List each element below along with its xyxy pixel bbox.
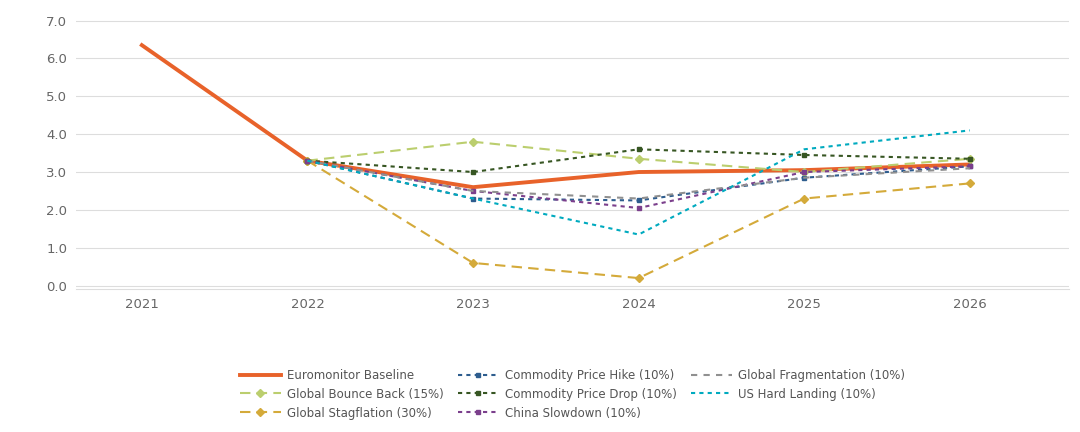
Global Fragmentation (10%) (467, 188, 480, 194)
China Slowdown (10%) (798, 169, 811, 175)
Line: Global Fragmentation (10%): Global Fragmentation (10%) (308, 161, 970, 199)
US Hard Landing (10%) (963, 128, 976, 133)
Commodity Price Hike (10%) (632, 198, 645, 203)
US Hard Landing (10%) (798, 147, 811, 152)
Line: US Hard Landing (10%): US Hard Landing (10%) (308, 130, 970, 235)
Commodity Price Hike (10%) (301, 158, 314, 163)
Commodity Price Drop (10%) (798, 152, 811, 158)
Global Bounce Back (15%) (467, 139, 480, 144)
Global Fragmentation (10%) (632, 196, 645, 201)
Global Stagflation (30%) (467, 260, 480, 266)
Euromonitor Baseline (301, 158, 314, 163)
Euromonitor Baseline (963, 162, 976, 167)
Global Stagflation (30%) (798, 196, 811, 201)
China Slowdown (10%) (632, 206, 645, 211)
Global Fragmentation (10%) (798, 175, 811, 180)
Line: Commodity Price Hike (10%): Commodity Price Hike (10%) (306, 159, 972, 203)
Commodity Price Drop (10%) (301, 158, 314, 163)
US Hard Landing (10%) (301, 158, 314, 163)
Commodity Price Hike (10%) (798, 175, 811, 180)
China Slowdown (10%) (301, 158, 314, 163)
China Slowdown (10%) (467, 188, 480, 194)
Global Bounce Back (15%) (798, 169, 811, 175)
Euromonitor Baseline (798, 168, 811, 173)
Line: Commodity Price Drop (10%): Commodity Price Drop (10%) (306, 147, 972, 174)
Global Bounce Back (15%) (301, 158, 314, 163)
Global Stagflation (30%) (301, 158, 314, 163)
Line: Euromonitor Baseline: Euromonitor Baseline (141, 45, 970, 187)
Commodity Price Drop (10%) (467, 169, 480, 175)
Line: Global Bounce Back (15%): Global Bounce Back (15%) (305, 139, 973, 175)
US Hard Landing (10%) (467, 196, 480, 201)
Euromonitor Baseline (467, 184, 480, 190)
Euromonitor Baseline (135, 43, 148, 48)
Line: Global Stagflation (30%): Global Stagflation (30%) (305, 158, 973, 281)
Commodity Price Hike (10%) (467, 196, 480, 201)
Global Fragmentation (10%) (301, 158, 314, 163)
Commodity Price Hike (10%) (963, 164, 976, 169)
Global Bounce Back (15%) (963, 156, 976, 162)
US Hard Landing (10%) (632, 232, 645, 237)
Commodity Price Drop (10%) (632, 147, 645, 152)
Euromonitor Baseline (632, 169, 645, 175)
Global Bounce Back (15%) (632, 156, 645, 162)
Global Stagflation (30%) (632, 276, 645, 281)
Commodity Price Drop (10%) (963, 156, 976, 162)
Global Fragmentation (10%) (963, 165, 976, 171)
Line: China Slowdown (10%): China Slowdown (10%) (306, 159, 972, 210)
China Slowdown (10%) (963, 164, 976, 169)
Legend: Euromonitor Baseline, Global Bounce Back (15%), Global Stagflation (30%), Commod: Euromonitor Baseline, Global Bounce Back… (234, 365, 910, 425)
Global Stagflation (30%) (963, 181, 976, 186)
